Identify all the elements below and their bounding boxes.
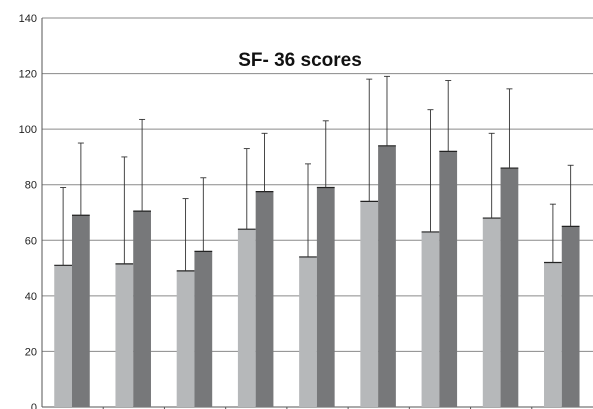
bar [421, 231, 440, 407]
bar [360, 201, 379, 407]
y-tick-label: 120 [19, 69, 37, 81]
bar [561, 226, 580, 407]
y-tick-label: 40 [25, 291, 37, 303]
bar [299, 256, 317, 407]
y-tick-labels: 0 20 40 60 80 100 120 140 [19, 13, 37, 409]
bar [500, 168, 519, 407]
bar [482, 218, 501, 407]
error-bars [60, 75, 574, 271]
bar [316, 187, 335, 407]
y-tick-label: 100 [19, 124, 37, 136]
bar [176, 270, 195, 407]
bar [439, 151, 458, 407]
y-tick-label: 140 [19, 13, 37, 25]
y-tick-label: 0 [31, 402, 37, 409]
bar [194, 251, 213, 407]
bar [237, 229, 256, 407]
chart-title: SF- 36 scores [238, 50, 362, 71]
bar [115, 263, 134, 407]
y-tick-label: 20 [25, 346, 37, 358]
bar [378, 145, 396, 408]
bar [71, 215, 90, 407]
bar [255, 191, 274, 407]
bar [133, 211, 151, 407]
bars [54, 145, 580, 408]
y-tick-label: 60 [25, 235, 37, 247]
bar [544, 262, 562, 407]
y-tick-label: 80 [25, 180, 37, 192]
bar [54, 265, 72, 407]
